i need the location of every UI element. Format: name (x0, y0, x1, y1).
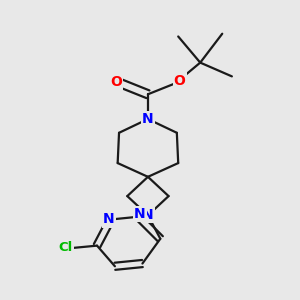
Text: N: N (142, 112, 154, 126)
Text: Cl: Cl (58, 241, 73, 254)
Text: N: N (134, 207, 146, 221)
Text: N: N (103, 212, 114, 226)
Text: O: O (174, 74, 185, 88)
Text: O: O (110, 75, 122, 89)
Text: N: N (142, 208, 154, 222)
